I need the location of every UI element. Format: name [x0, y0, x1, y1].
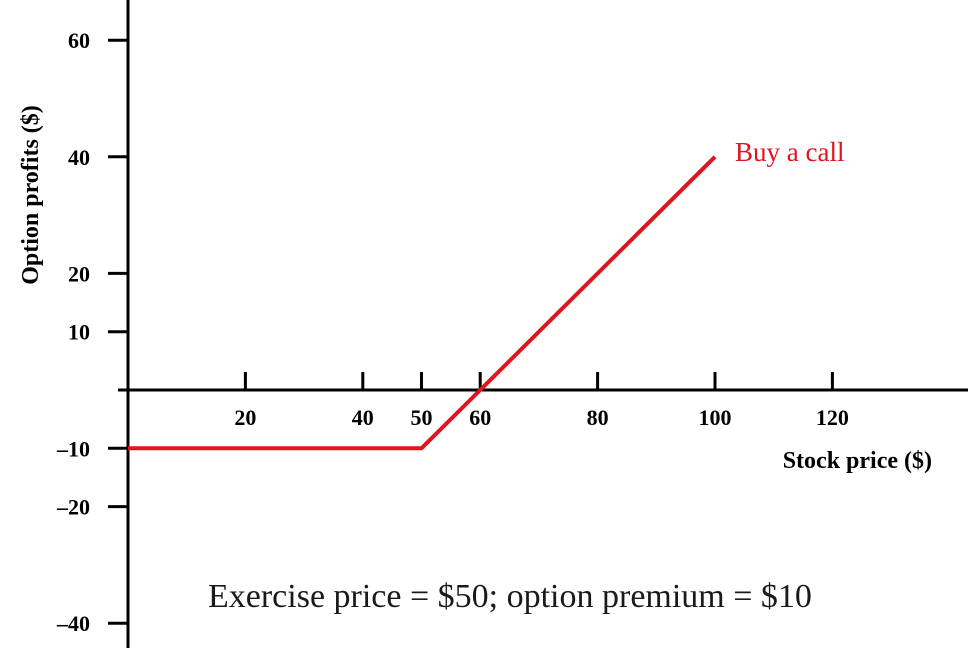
y-tick-label--20: –20	[56, 495, 90, 520]
x-tick-label-120: 120	[816, 405, 849, 430]
x-tick-label-80: 80	[587, 405, 609, 430]
series-line-0	[128, 155, 717, 451]
x-tick-label-60: 60	[469, 405, 491, 430]
y-ticks: 60 40 20 10 –10 –20 –40	[56, 28, 128, 636]
chart-annotation: Exercise price = $50; option premium = $…	[208, 578, 812, 615]
x-axis-title: Stock price ($)	[783, 448, 932, 474]
series-label-0: Buy a call	[735, 137, 844, 167]
x-tick-label-50: 50	[411, 405, 433, 430]
y-axis-title: Option profits ($)	[18, 105, 44, 285]
y-tick-label-20: 20	[68, 261, 90, 286]
y-tick-label-10: 10	[68, 320, 90, 345]
series-group: Buy a call	[128, 137, 844, 451]
y-tick-label-60: 60	[68, 28, 90, 53]
y-tick-label--40: –40	[56, 611, 90, 636]
x-ticks: 20 40 50 60 80 100 120	[234, 372, 849, 430]
axes	[118, 0, 968, 648]
x-tick-label-40: 40	[352, 405, 374, 430]
x-tick-label-100: 100	[699, 405, 732, 430]
y-tick-label--10: –10	[56, 436, 90, 461]
y-tick-label-40: 40	[68, 145, 90, 170]
x-tick-label-20: 20	[234, 405, 256, 430]
